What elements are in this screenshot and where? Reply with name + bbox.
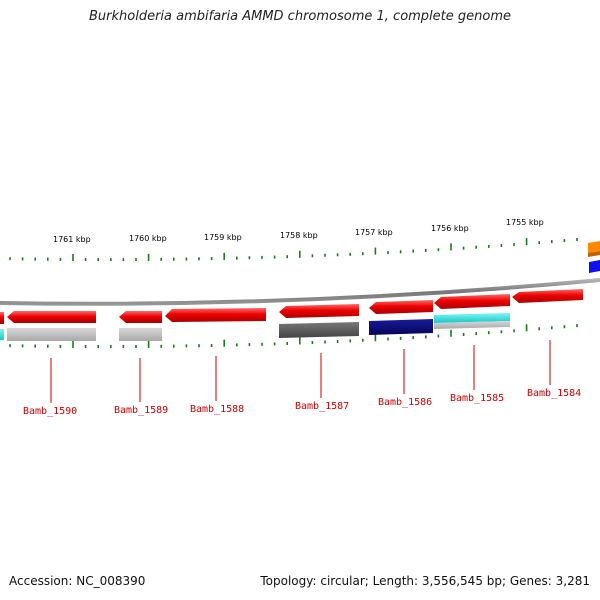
topology-text: Topology: circular; Length: 3,556,545 bp… bbox=[260, 574, 590, 588]
ruler-label: 1757 kbp bbox=[355, 228, 393, 237]
orange-feature-shadow bbox=[588, 251, 600, 257]
cds-arrow bbox=[165, 308, 266, 322]
gene-labels: Bamb_1590 Bamb_1589 Bamb_1588 Bamb_1587 … bbox=[23, 388, 581, 417]
gene-label: Bamb_1586 bbox=[378, 397, 432, 408]
ruler-label: 1755 kbp bbox=[506, 218, 544, 227]
gene-label: Bamb_1588 bbox=[190, 404, 244, 415]
label-leaders bbox=[50, 340, 551, 403]
gray-feature bbox=[434, 321, 510, 329]
ruler-labels: 1761 kbp 1760 kbp 1759 kbp 1758 kbp 1757… bbox=[53, 218, 544, 244]
cds-arrow bbox=[119, 311, 162, 323]
ruler-ticks-upper bbox=[9, 238, 578, 262]
annotation-track bbox=[7, 313, 510, 341]
ruler-label: 1761 kbp bbox=[53, 235, 91, 244]
gene-label: Bamb_1584 bbox=[527, 388, 581, 399]
edge-features bbox=[588, 241, 600, 273]
ruler-label: 1756 kbp bbox=[431, 224, 469, 233]
cds-arrow bbox=[434, 294, 510, 309]
gene-label: Bamb_1587 bbox=[295, 401, 349, 412]
gene-label: Bamb_1589 bbox=[114, 405, 168, 416]
cds-arrow bbox=[369, 300, 433, 314]
cds-arrow bbox=[279, 304, 359, 318]
cyan-feature bbox=[434, 313, 510, 323]
orange-feature bbox=[588, 241, 600, 253]
gene-label: Bamb_1585 bbox=[450, 393, 504, 404]
cds-arrow-partial bbox=[0, 312, 4, 324]
cds-track bbox=[7, 289, 583, 323]
ruler-label: 1759 kbp bbox=[204, 233, 242, 242]
gene-label: Bamb_1590 bbox=[23, 406, 77, 417]
ruler-label: 1758 kbp bbox=[280, 231, 318, 240]
gray-feature bbox=[119, 328, 162, 341]
cyan-feature-partial bbox=[0, 329, 4, 340]
left-edge-features bbox=[0, 312, 4, 340]
ruler-label: 1760 kbp bbox=[129, 234, 167, 243]
map-title: Burkholderia ambifaria AMMD chromosome 1… bbox=[88, 9, 512, 24]
cds-arrow bbox=[512, 289, 583, 303]
blue-feature bbox=[589, 260, 600, 273]
cds-arrow bbox=[7, 311, 96, 323]
gray-feature bbox=[7, 328, 96, 341]
navy-feature bbox=[369, 319, 433, 335]
accession-text: Accession: NC_008390 bbox=[9, 574, 146, 588]
ruler-ticks-lower bbox=[9, 324, 578, 349]
dark-gray-feature bbox=[279, 322, 359, 338]
chromosome-backbone bbox=[0, 278, 600, 306]
